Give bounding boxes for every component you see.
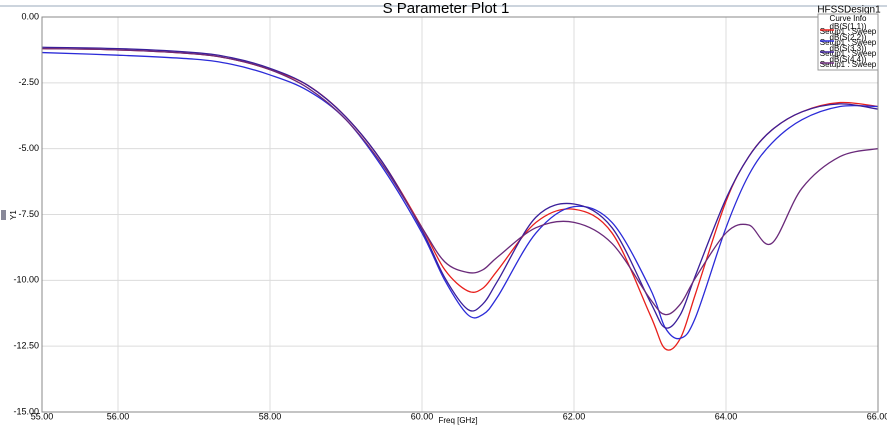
x-tick-label: 60.00 [411, 411, 434, 421]
y-tick-label: -10.00 [13, 275, 39, 285]
legend-setup: Setup1 : Sweep [820, 27, 877, 36]
plot-frame [41, 16, 879, 413]
x-tick-label: 58.00 [259, 411, 282, 421]
legend-box [817, 13, 879, 71]
legend-setup: Setup1 : Sweep [820, 38, 877, 47]
y-tick-label: 0.00 [21, 11, 39, 21]
series-line [41, 46, 879, 329]
x-tick-label: 66.00 [867, 411, 887, 421]
series-line [41, 51, 879, 340]
y-tick-label: -5.00 [18, 143, 39, 153]
legend-entry: dB(S(2,2)) [830, 33, 867, 42]
legend-title: Curve Info [830, 14, 867, 23]
legend: Curve Info dB(S(1,1))Setup1 : SweepdB(S(… [817, 13, 879, 71]
legend-setup: Setup1 : Sweep [820, 60, 877, 69]
y-axis-label: Y1 [9, 210, 18, 220]
legend-entry: dB(S(4,4)) [830, 55, 867, 64]
x-tick-label: 62.00 [563, 411, 586, 421]
splitter-handle [1, 210, 6, 220]
x-tick-label: 55.00 [31, 411, 54, 421]
chart-title: S Parameter Plot 1 [383, 0, 510, 17]
legend-entry: dB(S(1,1)) [830, 22, 867, 31]
design-name: HFSSDesign1 [817, 5, 881, 16]
legend-setup: Setup1 : Sweep [820, 49, 877, 58]
y-tick-label: -15.00 [13, 406, 39, 416]
plot-lines [41, 46, 879, 351]
legend-entry: dB(S(3,3)) [830, 44, 867, 53]
y-tick-label: -12.50 [13, 341, 39, 351]
series-line [41, 47, 879, 316]
x-axis-label: Freq [GHz] [438, 416, 477, 425]
x-tick-label: 64.00 [715, 411, 738, 421]
x-tick-label: 56.00 [107, 411, 130, 421]
y-tick-label: -7.50 [18, 209, 39, 219]
y-tick-label: -2.50 [18, 77, 39, 87]
